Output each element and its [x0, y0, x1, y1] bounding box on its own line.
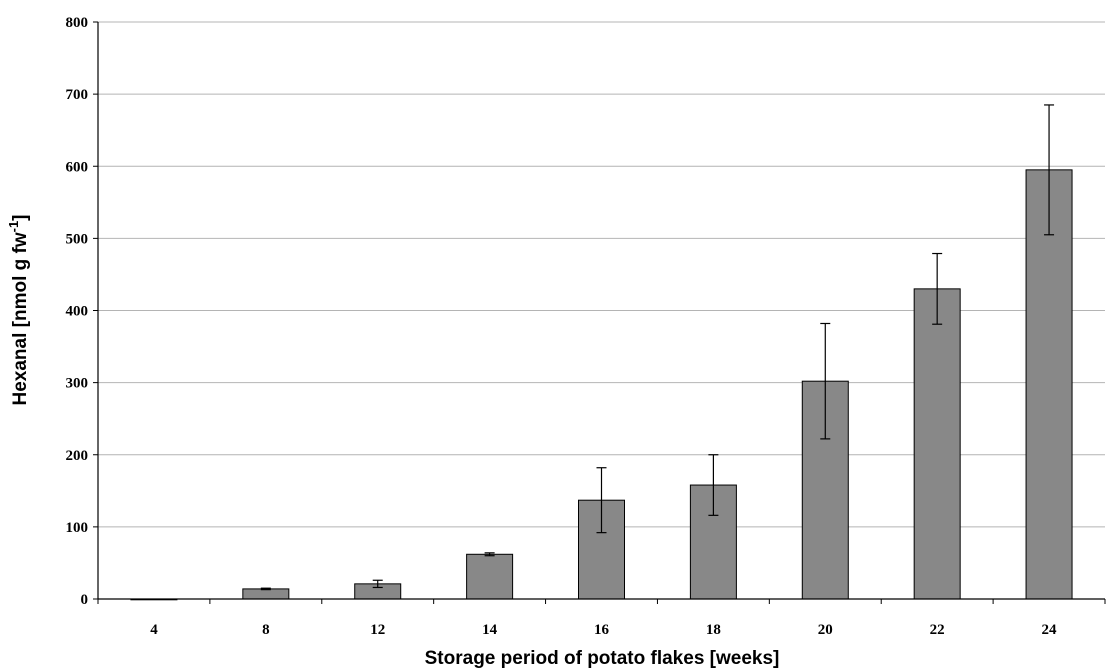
bar	[913, 288, 961, 600]
x-tick-label: 12	[370, 622, 385, 638]
y-tick-label: 400	[66, 304, 89, 320]
bar	[242, 588, 290, 600]
y-tick-label: 100	[66, 520, 89, 536]
x-tick-label: 4	[150, 622, 158, 638]
x-tick-label: 20	[818, 622, 833, 638]
x-tick-labels: 4 8 12 14 16 18 20 22 24	[150, 622, 1057, 638]
bar	[466, 553, 514, 600]
gridlines	[98, 21, 1105, 528]
y-tick-label: 500	[66, 231, 89, 247]
axes	[93, 21, 1106, 604]
bars	[130, 169, 1073, 601]
error-bars	[260, 104, 1055, 591]
y-axis-title-suffix: ]	[10, 214, 31, 220]
y-axis-title: Hexanal [nmol g fw-1]	[6, 214, 31, 405]
x-tick-label: 22	[930, 622, 945, 638]
x-axis-title: Storage period of potato flakes [weeks]	[425, 648, 780, 669]
y-tick-label: 0	[81, 592, 89, 608]
y-tick-label: 800	[66, 15, 89, 31]
x-tick-label: 18	[706, 622, 721, 638]
y-axis-title-main: Hexanal [nmol g fw	[10, 232, 31, 405]
y-tick-labels: 0 100 200 300 400 500 600 700 800	[66, 15, 89, 608]
y-axis-title-superscript: -1	[6, 221, 21, 233]
y-tick-label: 300	[66, 376, 89, 392]
y-tick-label: 200	[66, 448, 89, 464]
bar	[1025, 169, 1073, 600]
x-tick-label: 24	[1042, 622, 1058, 638]
y-tick-label: 700	[66, 87, 89, 103]
y-tick-label: 600	[66, 159, 89, 175]
x-tick-label: 16	[594, 622, 610, 638]
x-tick-label: 14	[482, 622, 498, 638]
x-tick-label: 8	[262, 622, 270, 638]
